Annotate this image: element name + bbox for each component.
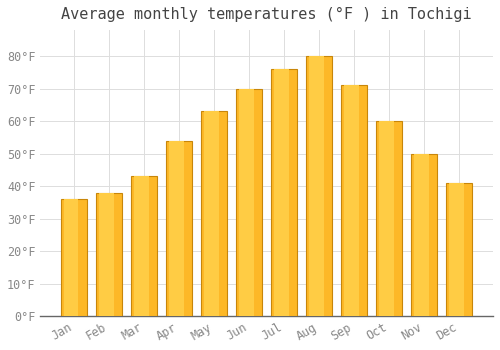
Bar <box>344 85 358 316</box>
Bar <box>236 89 262 316</box>
Bar <box>204 111 218 316</box>
Bar <box>64 199 78 316</box>
Bar <box>411 154 438 316</box>
Bar <box>414 154 429 316</box>
Bar <box>376 121 402 316</box>
Bar <box>380 121 394 316</box>
Bar <box>306 56 332 316</box>
Bar <box>239 89 254 316</box>
Bar <box>446 183 472 316</box>
Bar <box>274 69 288 316</box>
Bar <box>271 69 297 316</box>
Bar <box>134 176 148 316</box>
Bar <box>166 141 192 316</box>
Bar <box>201 111 228 316</box>
Bar <box>450 183 464 316</box>
Bar <box>341 85 367 316</box>
Title: Average monthly temperatures (°F ) in Tochigi: Average monthly temperatures (°F ) in To… <box>62 7 472 22</box>
Bar <box>96 193 122 316</box>
Bar <box>99 193 114 316</box>
Bar <box>169 141 184 316</box>
Bar <box>309 56 324 316</box>
Bar <box>61 199 87 316</box>
Bar <box>131 176 157 316</box>
